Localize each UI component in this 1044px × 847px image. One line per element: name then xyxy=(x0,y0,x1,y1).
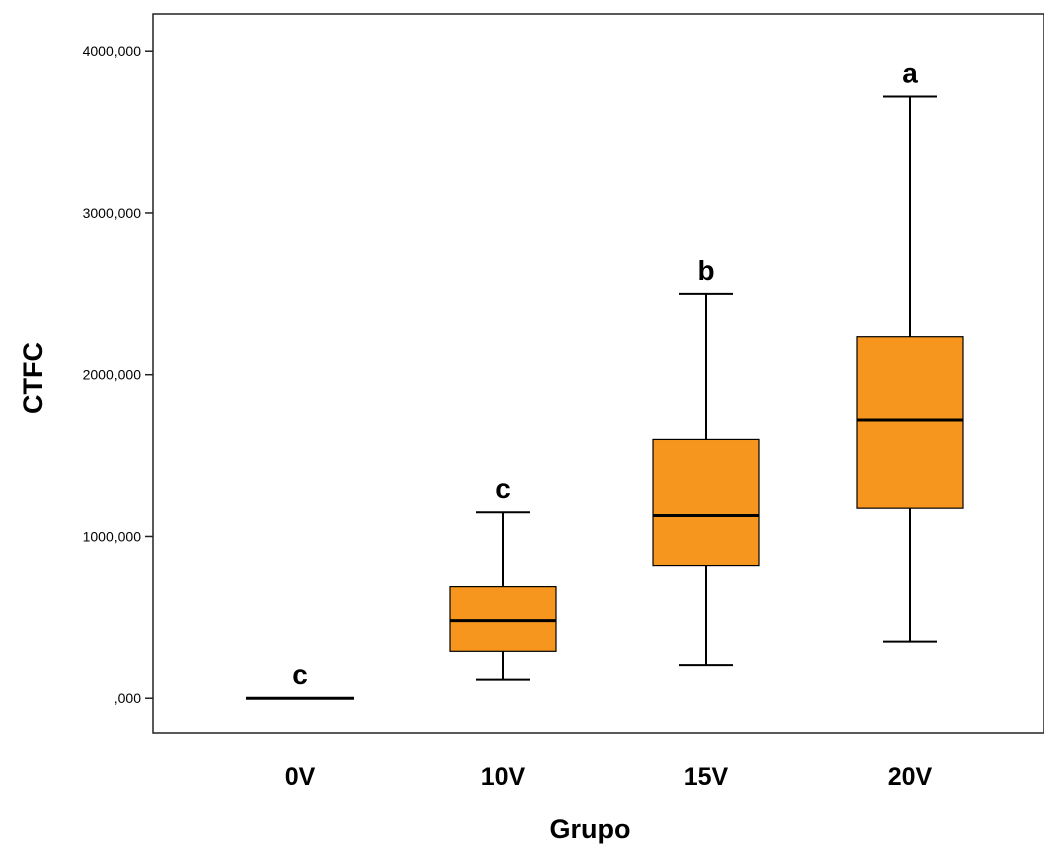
significance-letter: b xyxy=(697,255,714,286)
y-axis: ,000 1000,000 2000,000 3000,000 4000,000 xyxy=(83,43,153,706)
iqr-box xyxy=(652,438,760,567)
boxes: c c b a xyxy=(246,57,964,700)
significance-letter: c xyxy=(292,659,308,690)
y-tick-label: 3000,000 xyxy=(83,205,142,221)
y-tick-label: 4000,000 xyxy=(83,43,142,59)
significance-letter: c xyxy=(495,473,511,504)
y-tick-label: 1000,000 xyxy=(83,528,142,544)
x-axis-title: Grupo xyxy=(550,814,631,844)
x-tick-label: 20V xyxy=(888,763,933,791)
x-tick-label: 10V xyxy=(481,763,526,791)
x-axis: 0V 10V 15V 20V xyxy=(285,763,933,791)
iqr-box xyxy=(449,586,557,652)
x-tick-label: 15V xyxy=(684,763,729,791)
y-tick-label: ,000 xyxy=(114,690,141,706)
significance-letter: a xyxy=(902,57,918,88)
iqr-box xyxy=(856,336,964,509)
y-tick-label: 2000,000 xyxy=(83,367,142,383)
box-10V: c xyxy=(449,473,557,681)
box-0V: c xyxy=(246,659,354,700)
y-axis-title: CTFC xyxy=(18,342,48,414)
box-20V: a xyxy=(856,57,964,643)
box-15V: b xyxy=(652,255,760,667)
x-tick-label: 0V xyxy=(285,763,316,791)
